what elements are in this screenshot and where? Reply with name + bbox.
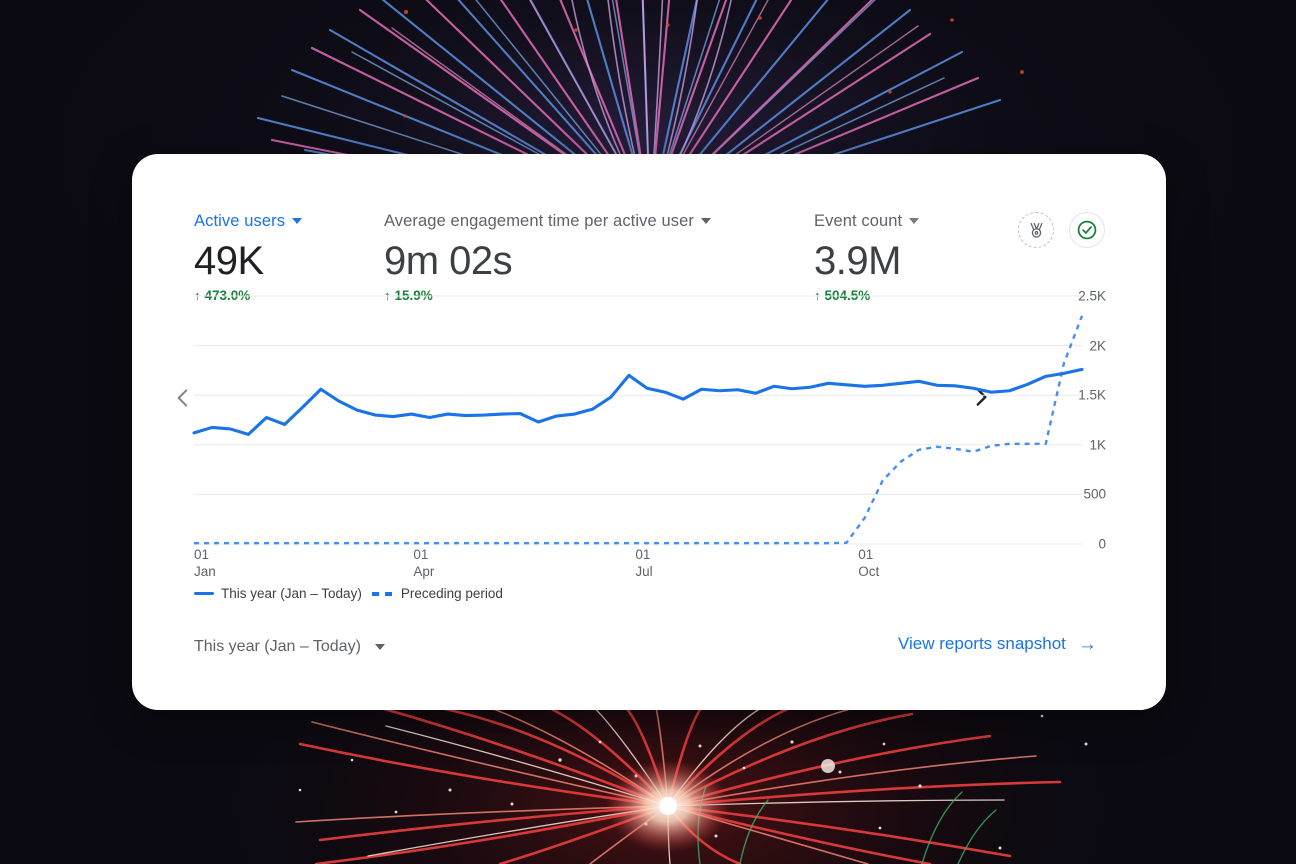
chevron-down-icon[interactable] [292,218,303,224]
series-preceding-period [194,315,1084,545]
metric-value: 3.9M [814,239,901,283]
chevron-down-icon[interactable] [700,218,711,224]
metric-event-count[interactable]: Event count 3.9M ↑ 504.5% [814,210,920,303]
check-circle-icon[interactable] [1069,212,1105,248]
chart-plot-area [192,295,1084,545]
metric-header[interactable]: Active users [194,210,303,232]
x-axis-tick-label: 01 Apr [413,547,435,579]
chart-svg [192,295,1084,545]
y-axis-tick-label: 500 [1083,486,1106,502]
y-axis-tick-label: 0 [1098,536,1106,552]
metric-value: 49K [194,239,264,283]
y-axis-tick-label: 2.5K [1078,288,1106,304]
chevron-down-icon[interactable] [374,644,385,650]
snapshot-link-label: View reports snapshot [898,634,1066,653]
metrics-row: Active users 49K ↑ 473.0% Average engage… [194,210,1024,310]
next-metric-button[interactable] [968,384,994,410]
y-axis-tick-label: 2K [1089,338,1106,354]
arrow-right-icon: → [1077,633,1097,655]
trend-chart: 0 500 1K 1.5K 2K 2.5K 01 Jan 01 Apr 01 Jul 01 Oct [132,289,1166,596]
y-axis-tick-label: 1.5K [1078,387,1106,403]
legend-swatch-dashed [371,591,394,596]
metric-label: Average engagement time per active user [384,211,694,230]
series-this-year [192,367,1084,436]
metric-value: 9m 02s [384,239,513,283]
metric-header[interactable]: Event count [814,210,920,232]
metric-active-users[interactable]: Active users 49K ↑ 473.0% [194,210,303,303]
x-axis-tick-label: 01 Oct [858,547,880,579]
metric-avg-engagement-time[interactable]: Average engagement time per active user … [384,210,711,303]
card-footer: This year (Jan – Today) View reports sna… [132,632,1166,678]
medal-badge-icon[interactable] [1018,212,1054,248]
metric-header[interactable]: Average engagement time per active user [384,210,711,232]
chart-x-axis-labels: 01 Jan 01 Apr 01 Jul 01 Oct [194,546,1082,586]
view-reports-snapshot-link[interactable]: View reports snapshot → [898,634,1097,654]
chart-y-axis-labels: 0 500 1K 1.5K 2K 2.5K [1050,289,1140,552]
legend-swatch-solid [194,592,214,595]
chart-gridlines [194,295,1082,545]
chart-legend: This year (Jan – Today) Preceding period [194,586,503,601]
chevron-down-icon[interactable] [909,218,920,224]
x-axis-tick-label: 01 Jul [635,547,653,579]
prev-metric-button[interactable] [170,385,196,411]
date-range-selector[interactable]: This year (Jan – Today) [194,638,385,656]
legend-label: This year (Jan – Today) [221,586,362,601]
metric-label: Event count [814,211,903,230]
legend-label: Preceding period [400,586,503,601]
analytics-summary-card: Active users 49K ↑ 473.0% Average engage… [132,154,1166,710]
date-range-value: This year (Jan – Today) [194,638,361,655]
metric-label: Active users [194,211,286,230]
legend-item-this-year[interactable]: This year (Jan – Today) [194,586,362,601]
y-axis-tick-label: 1K [1089,437,1106,453]
legend-item-preceding-period[interactable]: Preceding period [371,586,503,601]
x-axis-tick-label: 01 Jan [194,547,216,579]
